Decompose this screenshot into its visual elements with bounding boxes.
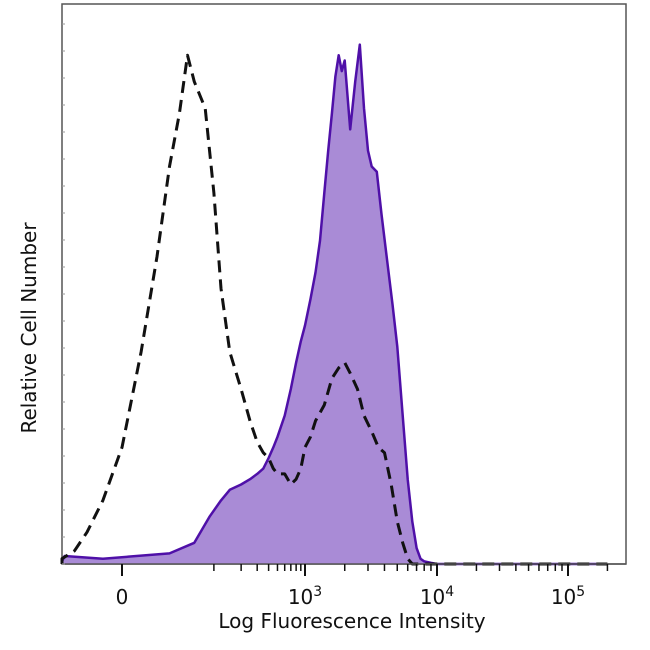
x-tick-label: 103 [288,584,322,609]
x-tick-labels: 0 103 104 105 [116,584,586,609]
x-axis-title: Log Fluorescence Intensity [218,609,485,633]
y-axis-ticks [62,23,65,565]
x-axis-ticks [62,563,626,576]
x-tick-label: 104 [420,584,454,609]
stained-histogram-fill [62,44,608,565]
stained-histogram-line [60,43,608,566]
x-tick-label: 105 [551,584,585,609]
y-axis-title: Relative Cell Number [17,222,41,434]
control-histogram-line [60,53,608,566]
x-tick-label: 0 [116,585,129,609]
series-layer [60,43,608,566]
